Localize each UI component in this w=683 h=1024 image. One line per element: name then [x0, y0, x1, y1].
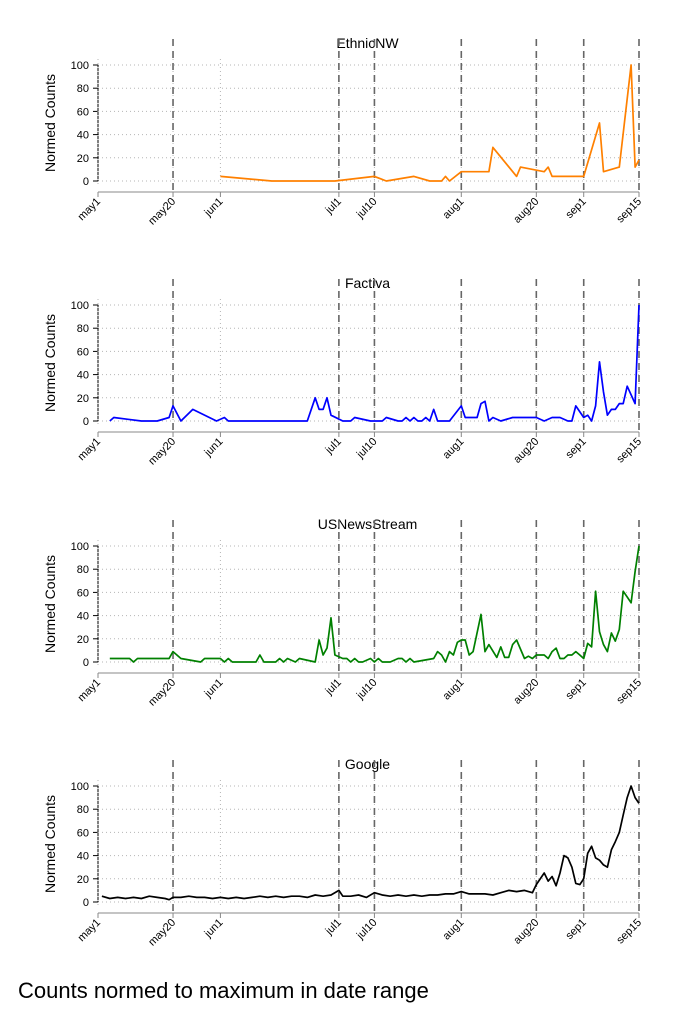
y-tick-label: 80	[77, 83, 89, 95]
x-tick-label: may1	[76, 436, 104, 464]
chart-title: USNewsStream	[318, 516, 418, 532]
x-tick-label: sep1	[563, 436, 588, 461]
y-tick-label: 60	[77, 827, 89, 839]
series-line-google	[101, 785, 640, 901]
x-tick-label: jul10	[354, 677, 380, 703]
x-tick-label: sep15	[614, 196, 644, 226]
x-tick-label: may1	[76, 677, 104, 705]
x-tick-label: jul1	[323, 917, 344, 938]
x-tick-label: sep1	[563, 196, 588, 221]
chart-title: Google	[345, 756, 390, 772]
y-tick-label: 60	[77, 106, 89, 118]
x-tick-label: aug20	[511, 917, 541, 947]
y-tick-label: 100	[71, 541, 89, 553]
series-line-ethnicnw	[220, 64, 640, 182]
x-tick-label: may1	[76, 917, 104, 945]
y-tick-label: 80	[77, 804, 89, 816]
y-tick-label: 20	[77, 393, 89, 405]
x-tick-label: aug20	[511, 436, 541, 466]
x-tick-label: jul1	[323, 677, 344, 698]
x-tick-label: jun1	[202, 436, 226, 460]
chart-panel-usnewsstream: USNewsStream Normed Counts 0 20 40 60 80 100 may…	[42, 516, 644, 708]
x-tick-label: may20	[146, 677, 178, 709]
series-line-factiva	[109, 304, 640, 422]
x-tick-label: may20	[146, 196, 178, 228]
x-tick-label: jul1	[323, 436, 344, 457]
y-tick-label: 20	[77, 634, 89, 646]
chart-panel-google: Google Normed Counts 0 20 40 60 80 100 may1 may20…	[42, 756, 644, 948]
x-tick-label: jul1	[323, 196, 344, 217]
y-tick-label: 0	[83, 897, 89, 909]
y-tick-label: 60	[77, 346, 89, 358]
y-tick-label: 0	[83, 416, 89, 428]
y-axis-label: Normed Counts	[42, 314, 58, 412]
x-tick-label: jul10	[354, 917, 380, 943]
y-tick-label: 0	[83, 176, 89, 188]
x-tick-label: jun1	[202, 196, 226, 220]
x-tick-label: aug20	[511, 196, 541, 226]
x-tick-label: jul10	[354, 436, 380, 462]
y-tick-label: 40	[77, 851, 89, 863]
x-tick-label: aug1	[441, 677, 467, 703]
chart-title: EthnicNW	[336, 35, 399, 51]
chart-title: Factiva	[345, 275, 390, 291]
x-tick-label: may1	[76, 196, 104, 224]
x-tick-label: sep15	[614, 677, 644, 707]
figure-caption: Counts normed to maximum in date range	[18, 978, 429, 1003]
x-tick-label: jun1	[202, 917, 226, 941]
x-tick-label: jul10	[354, 196, 380, 222]
x-tick-label: sep1	[563, 917, 588, 942]
chart-panel-ethnicnw: EthnicNW Normed Counts 0 20 40 60 80 100 may1 may…	[42, 35, 644, 227]
x-tick-label: sep15	[614, 436, 644, 466]
x-tick-label: aug1	[441, 436, 467, 462]
x-tick-label: aug20	[511, 677, 541, 707]
y-tick-label: 40	[77, 130, 89, 142]
chart-panel-factiva: Factiva Normed Counts 0 20 40 60 80 100 may1 may2…	[42, 275, 644, 467]
y-axis-label: Normed Counts	[42, 555, 58, 653]
y-tick-label: 40	[77, 611, 89, 623]
y-tick-label: 40	[77, 370, 89, 382]
x-tick-label: may20	[146, 436, 178, 468]
y-tick-label: 100	[71, 781, 89, 793]
y-tick-label: 80	[77, 564, 89, 576]
y-axis-label: Normed Counts	[42, 795, 58, 893]
figure: EthnicNW Normed Counts 0 20 40 60 80 100 may1 may…	[42, 35, 644, 948]
x-tick-label: jun1	[202, 677, 226, 701]
x-tick-label: aug1	[441, 917, 467, 943]
x-tick-label: sep1	[563, 677, 588, 702]
y-tick-label: 20	[77, 153, 89, 165]
y-axis-label: Normed Counts	[42, 74, 58, 172]
series-line-usnewsstream	[109, 545, 640, 663]
y-tick-label: 20	[77, 874, 89, 886]
y-tick-label: 100	[71, 60, 89, 72]
y-tick-label: 0	[83, 657, 89, 669]
y-tick-label: 80	[77, 323, 89, 335]
y-tick-label: 60	[77, 587, 89, 599]
y-tick-label: 100	[71, 300, 89, 312]
x-tick-label: aug1	[441, 196, 467, 222]
x-tick-label: may20	[146, 917, 178, 949]
x-tick-label: sep15	[614, 917, 644, 947]
